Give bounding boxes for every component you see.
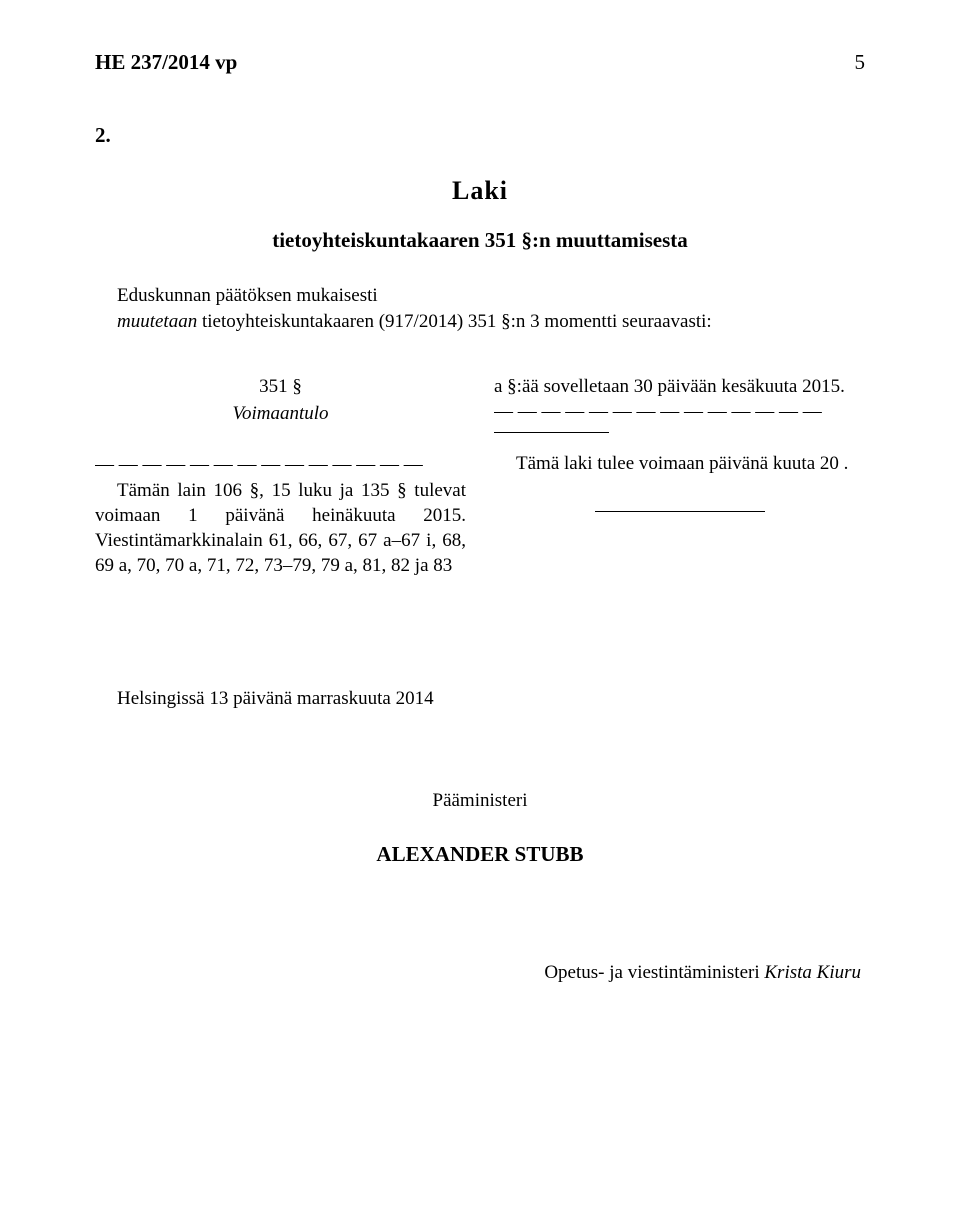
right-dashes: — — — — — — — — — — — — — — <box>494 399 865 424</box>
two-columns: 351 § Voimaantulo — — — — — — — — — — — … <box>95 374 865 578</box>
right-top-line: a §:ää sovelletaan 30 päivään kesäkuuta … <box>494 374 865 399</box>
left-paragraph: Tämän lain 106 §, 15 luku ja 135 § tulev… <box>95 478 466 578</box>
intro-line-2: muutetaan tietoyhteiskuntakaaren (917/20… <box>95 309 865 335</box>
intro-block: Eduskunnan päätöksen mukaisesti muutetaa… <box>95 283 865 334</box>
left-dashes: — — — — — — — — — — — — — — <box>95 452 466 477</box>
section-number: 2. <box>95 123 865 148</box>
minister-title: Opetus- ja viestintäministeri <box>544 962 764 983</box>
intro-rest: tietoyhteiskuntakaaren (917/2014) 351 §:… <box>197 311 711 332</box>
right-column: a §:ää sovelletaan 30 päivään kesäkuuta … <box>494 374 865 578</box>
law-label: Laki <box>95 176 865 206</box>
pm-label: Pääministeri <box>95 790 865 812</box>
intro-line-1: Eduskunnan päätöksen mukaisesti <box>95 283 865 309</box>
page-number: 5 <box>855 50 866 75</box>
header-row: HE 237/2014 vp 5 <box>95 50 865 75</box>
left-column: 351 § Voimaantulo — — — — — — — — — — — … <box>95 374 466 578</box>
pm-name: ALEXANDER STUBB <box>95 842 865 867</box>
left-section-number: 351 § <box>95 374 466 399</box>
left-section-name: Voimaantulo <box>95 401 466 426</box>
minister-line: Opetus- ja viestintäministeri Krista Kiu… <box>95 962 865 984</box>
right-separator-med <box>595 511 765 512</box>
right-effect: Tämä laki tulee voimaan päivänä kuuta 20… <box>494 451 865 476</box>
intro-muutetaan: muutetaan <box>117 311 197 332</box>
minister-name: Krista Kiuru <box>764 962 861 983</box>
law-title: tietoyhteiskuntakaaren 351 §:n muuttamis… <box>95 228 865 253</box>
doc-header-title: HE 237/2014 vp <box>95 50 237 75</box>
helsinki-date: Helsingissä 13 päivänä marraskuuta 2014 <box>95 688 865 710</box>
right-separator-short <box>494 432 609 433</box>
